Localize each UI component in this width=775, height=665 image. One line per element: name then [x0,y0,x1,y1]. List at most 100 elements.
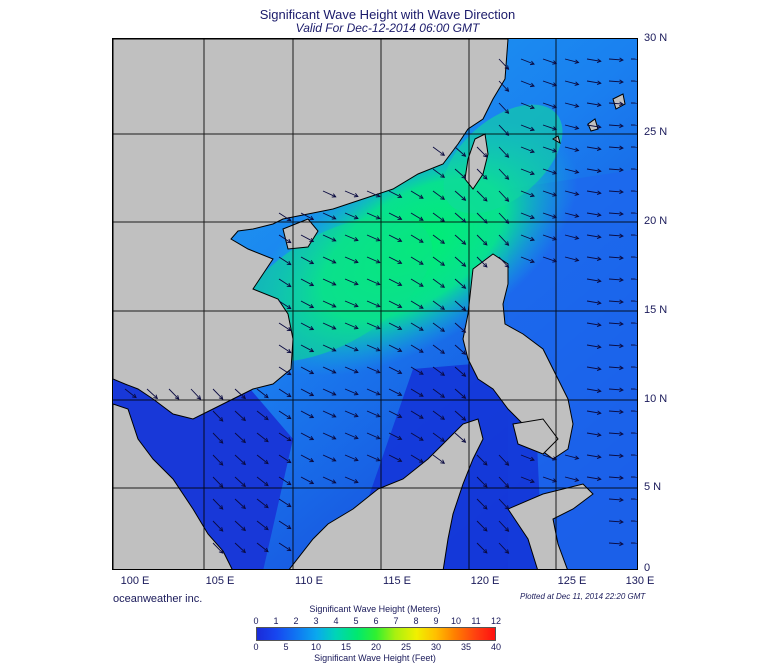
wave-arrow-head [574,147,580,152]
wave-arrow [498,476,509,488]
wave-arrow [344,344,359,351]
wave-arrow-head [596,322,602,328]
wave-arrow [300,366,314,374]
wave-arrow [410,212,424,221]
wave-arrow [564,454,579,459]
wave-arrow [322,344,336,352]
wave-arrow [278,344,292,353]
wave-arrow-head [418,216,424,221]
wave-arrow [542,454,557,460]
wave-arrow-head [482,504,488,510]
wave-arrow [498,454,509,466]
wave-arrow-head [286,480,292,486]
wave-arrow [300,476,314,484]
wave-arrow-head [286,370,292,376]
wave-arrow-head [241,526,246,532]
wave-arrow [388,190,402,198]
feet-tick: 5 [283,642,289,652]
wave-arrow [608,80,623,83]
wave-arrow-head [418,370,424,375]
wave-arrow [608,344,623,347]
wave-arrow [586,410,601,414]
lon-label-115e: 115 E [383,575,411,587]
wave-arrow-head [574,455,580,460]
wave-arrow [520,454,535,461]
lat-label-5n: 5 N [644,481,662,493]
wave-arrow-head [596,410,602,416]
wave-arrow-head [440,151,446,156]
wave-arrow [234,454,246,465]
wave-arrow-head [331,215,337,220]
wave-arrow-head [397,457,403,462]
wave-arrow [608,58,623,61]
wave-arrow [278,542,292,551]
wave-arrow [322,322,336,330]
wave-arrow [256,454,269,464]
wave-arrow-head [331,457,337,462]
wave-arrow [454,388,466,399]
wave-arrow-head [461,328,467,333]
wave-arrow-head [309,259,315,265]
wave-direction-arrows [124,57,637,554]
wave-arrow-head [619,145,624,151]
wave-arrow [322,366,336,374]
lat-label-30n: 30 N [644,32,668,44]
wave-arrow [476,498,488,510]
wave-arrow [586,344,601,348]
wave-arrow [586,102,601,106]
wave-arrow [322,388,336,396]
wave-arrow-head [263,525,269,531]
wave-arrow-head [309,413,315,419]
wave-arrow [608,432,623,435]
wave-arrow-head [574,81,580,86]
wave-arrow [520,256,535,263]
wave-arrow [322,432,336,440]
wave-arrow-head [596,124,602,130]
wave-arrow [366,388,380,396]
wave-arrow [234,520,246,531]
wave-arrow-head [461,218,467,223]
wave-arrow [454,190,466,201]
wave-arrow [366,234,380,242]
wave-arrow [366,278,380,286]
wave-arrow [608,256,623,259]
plotted-timestamp: Plotted at Dec 11, 2014 22:20 GMT [520,592,646,601]
wave-arrow-head [504,175,510,180]
wave-arrow-head [440,459,446,464]
wave-arrow-head [375,303,381,308]
wave-arrow [300,388,314,396]
wave-arrow-head [440,371,446,376]
wave-arrow-head [241,504,246,510]
wave-arrow [366,410,380,418]
lon-label-125e: 125 E [557,575,587,587]
wave-arrow [168,388,180,400]
wave-arrow [278,498,292,507]
wave-arrow [410,388,424,397]
lat-label-0: 0 [644,562,651,574]
wave-arrow [564,80,579,85]
feet-tick: 30 [430,642,441,652]
wave-arrow [586,322,601,326]
wave-arrow-head [504,87,510,92]
wave-arrow-head [530,456,535,462]
wave-arrow-head [309,347,315,353]
wave-arrow [344,278,359,285]
wave-arrow-head [596,300,602,306]
wave-arrow-head [504,263,510,268]
lon-label-100e: 100 E [120,575,150,587]
wave-arrow [410,344,424,353]
meters-tick: 3 [313,616,319,626]
wave-arrow [542,476,557,482]
meters-tick: 7 [393,616,399,626]
wave-arrow-head [461,284,467,289]
wave-arrow [234,388,246,399]
wave-arrow-head [530,192,535,198]
wave-arrow [476,542,488,554]
wave-arrow-head [397,369,403,374]
wave-arrow [190,388,201,400]
wave-arrow-head [530,236,535,242]
wave-arrow-head [619,255,624,261]
wave-arrow-head [619,101,624,107]
wave-arrow-head [530,148,535,154]
feet-tick: 25 [400,642,411,652]
